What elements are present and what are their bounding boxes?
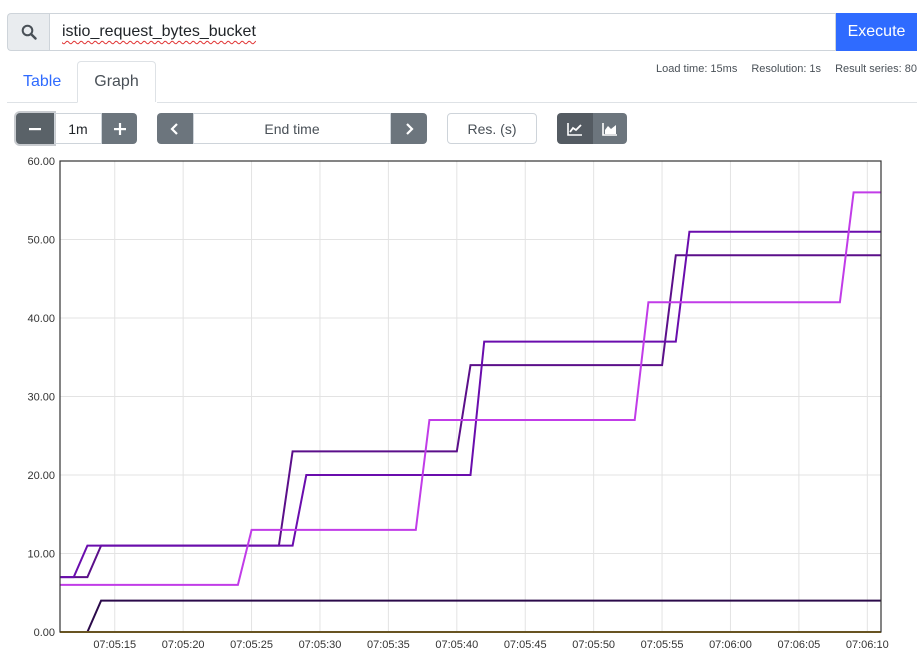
result-series: Result series: 80 — [835, 63, 917, 75]
end-time-input[interactable]: End time — [193, 113, 391, 144]
decrease-range-button[interactable] — [16, 113, 54, 144]
x-tick-label: 07:05:35 — [367, 639, 410, 651]
y-tick-label: 10.00 — [27, 549, 55, 561]
search-icon[interactable] — [7, 13, 49, 51]
series-line-2[interactable] — [60, 191, 881, 586]
series-line-0[interactable] — [60, 254, 881, 579]
range-input[interactable]: 1m — [54, 113, 102, 144]
x-tick-label: 07:06:05 — [777, 639, 820, 651]
line-chart-icon — [567, 122, 582, 136]
plot-frame — [59, 160, 882, 633]
x-tick-label: 07:05:25 — [230, 639, 273, 651]
minus-icon — [29, 127, 41, 130]
series-line-1[interactable] — [60, 230, 881, 579]
end-time-control: End time — [157, 113, 427, 144]
previous-time-button[interactable] — [157, 113, 193, 144]
plus-icon — [113, 122, 126, 135]
chevron-left-icon — [170, 122, 178, 135]
y-tick-label: 20.00 — [27, 470, 55, 482]
tab-table[interactable]: Table — [23, 73, 62, 90]
y-tick-label: 0.00 — [34, 627, 55, 639]
tab-graph[interactable]: Graph — [77, 61, 156, 103]
area-chart-icon — [602, 122, 617, 136]
y-tick-label: 60.00 — [27, 156, 55, 168]
x-tick-label: 07:06:10 — [846, 639, 889, 651]
range-control: 1m — [16, 113, 137, 144]
resolution: Resolution: 1s — [751, 63, 822, 75]
line-mode-button[interactable] — [557, 113, 593, 144]
tab-bar: Table Graph — [7, 61, 156, 103]
query-text: istio_request_bytes_bucket — [62, 23, 256, 40]
execute-button[interactable]: Execute — [836, 13, 917, 51]
x-tick-label: 07:05:30 — [299, 639, 342, 651]
x-tick-label: 07:06:00 — [709, 639, 752, 651]
x-tick-label: 07:05:15 — [93, 639, 136, 651]
y-tick-label: 50.00 — [27, 235, 55, 247]
next-time-button[interactable] — [391, 113, 427, 144]
query-bar: istio_request_bytes_bucket Execute — [7, 13, 917, 51]
stacked-mode-button[interactable] — [593, 113, 627, 144]
y-tick-label: 40.00 — [27, 313, 55, 325]
active-tab-gap — [81, 102, 157, 103]
x-tick-label: 07:05:50 — [572, 639, 615, 651]
chart-mode-toggle — [557, 113, 627, 144]
increase-range-button[interactable] — [102, 113, 137, 144]
y-tick-label: 30.00 — [27, 392, 55, 404]
chevron-right-icon — [406, 122, 414, 135]
tab-divider — [7, 102, 917, 103]
load-time: Load time: 15ms — [656, 63, 738, 75]
x-tick-label: 07:05:40 — [435, 639, 478, 651]
x-tick-label: 07:05:55 — [641, 639, 684, 651]
resolution-input[interactable]: Res. (s) — [447, 113, 537, 144]
query-input[interactable]: istio_request_bytes_bucket — [49, 13, 836, 51]
graph-chart: 0.00 10.00 20.00 30.00 40.00 50.00 60.00 07:05:… — [27, 156, 889, 651]
x-tick-label: 07:05:45 — [504, 639, 547, 651]
x-tick-label: 07:05:20 — [162, 639, 205, 651]
query-stats: Load time: 15ms Resolution: 1s Result se… — [656, 63, 917, 75]
